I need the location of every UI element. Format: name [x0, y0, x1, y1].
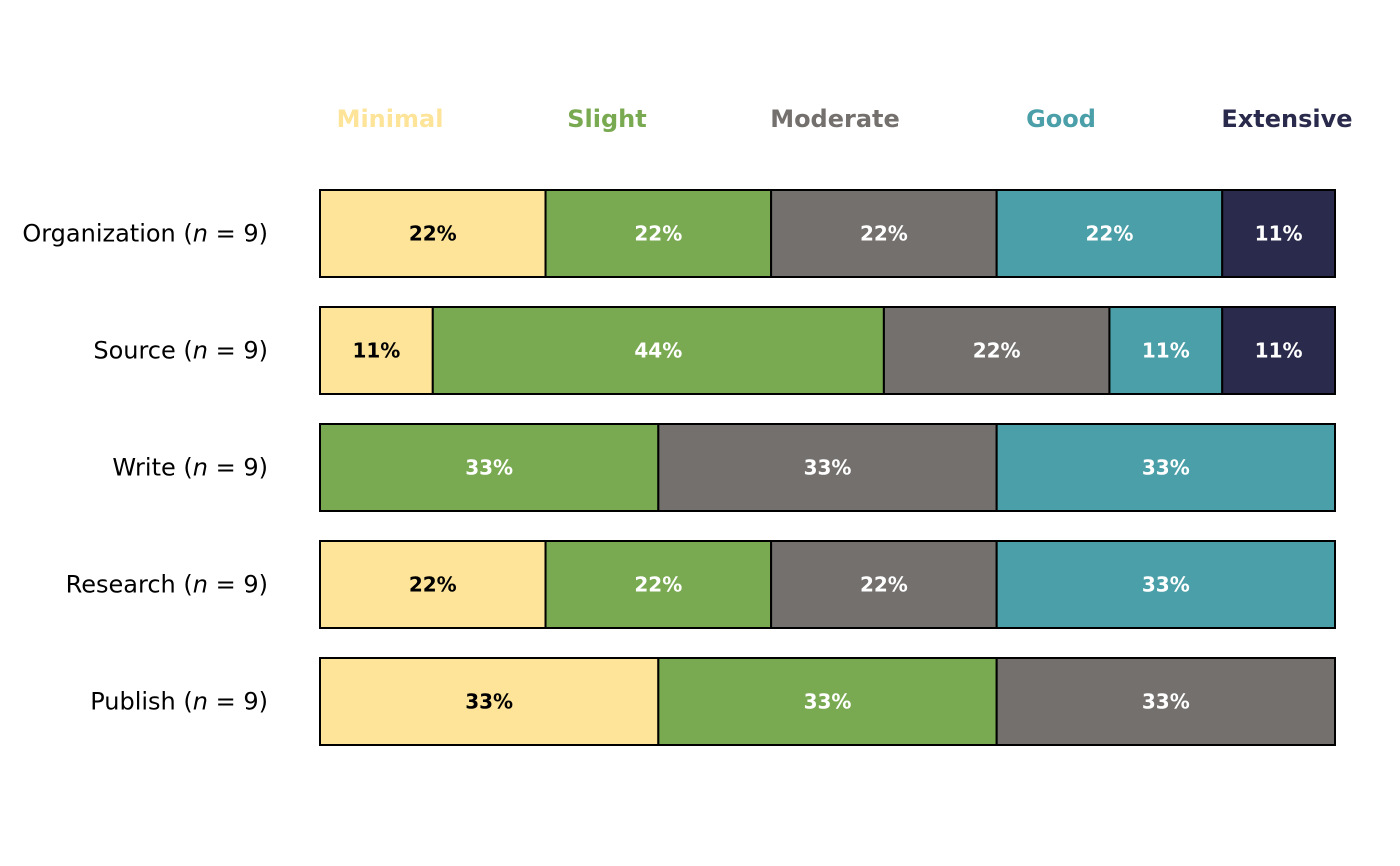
- row-label-n-suffix: = 9): [208, 337, 268, 365]
- row-label-space: [176, 688, 184, 716]
- row-label-n-var: n: [193, 454, 208, 482]
- row-label: Source (n = 9): [93, 337, 268, 365]
- data-label-good: 22%: [1086, 222, 1134, 246]
- row-label-n-var: n: [193, 337, 208, 365]
- bar-segment-moderate: [882, 306, 1111, 395]
- row-label: Write (n = 9): [112, 454, 268, 482]
- bar-segment-minimal: [319, 189, 547, 278]
- bar-segment-extensive: [1221, 306, 1336, 395]
- row-label-space: [176, 454, 184, 482]
- data-label-extensive: 11%: [1255, 339, 1303, 363]
- data-label-slight: 22%: [634, 222, 682, 246]
- data-label-slight: 44%: [634, 339, 682, 363]
- legend-item-minimal: Minimal: [337, 105, 444, 133]
- data-label-slight: 22%: [634, 573, 682, 597]
- data-label-moderate: 33%: [1142, 690, 1190, 714]
- row-label-n-suffix: = 9): [208, 688, 268, 716]
- bar-segment-minimal: [319, 306, 434, 395]
- row-label-n-var: n: [193, 220, 208, 248]
- data-label-good: 33%: [1142, 456, 1190, 480]
- bar-segment-good: [995, 540, 1337, 629]
- legend-item-good: Good: [1026, 105, 1096, 133]
- data-label-good: 33%: [1142, 573, 1190, 597]
- bar-row-publish: Publish (n = 9) 33% 33% 33%: [90, 657, 1337, 746]
- row-label: Organization (n = 9): [22, 220, 268, 248]
- bar-segment-moderate: [657, 423, 998, 512]
- data-label-moderate: 22%: [860, 222, 908, 246]
- row-label-name: Research: [66, 571, 176, 599]
- data-label-minimal: 22%: [409, 222, 457, 246]
- bar-segment-good: [995, 189, 1224, 278]
- data-label-extensive: 11%: [1255, 222, 1303, 246]
- bar-segment-minimal: [319, 540, 547, 629]
- data-label-slight: 33%: [804, 690, 852, 714]
- row-label-n-prefix: (: [183, 688, 192, 716]
- row-label-n-suffix: = 9): [208, 571, 268, 599]
- legend-item-slight: Slight: [567, 105, 646, 133]
- bar-segment-minimal: [319, 657, 660, 746]
- data-label-moderate: 22%: [860, 573, 908, 597]
- row-label-n-suffix: = 9): [208, 454, 268, 482]
- row-label-n-prefix: (: [183, 337, 192, 365]
- data-label-minimal: 11%: [352, 339, 400, 363]
- legend-item-extensive: Extensive: [1221, 105, 1352, 133]
- row-label-space: [176, 571, 184, 599]
- row-label-n-var: n: [193, 571, 208, 599]
- bar-segment-moderate: [995, 657, 1337, 746]
- legend: Minimal Slight Moderate Good Extensive: [337, 105, 1353, 133]
- row-label-space: [176, 220, 184, 248]
- data-label-minimal: 22%: [409, 573, 457, 597]
- data-label-minimal: 33%: [465, 690, 513, 714]
- row-label-n-suffix: = 9): [208, 220, 268, 248]
- bar-row-organization: Organization (n = 9) 22% 22% 22% 22% 11%: [22, 189, 1336, 278]
- row-label-n-var: n: [193, 688, 208, 716]
- row-label-n-prefix: (: [183, 454, 192, 482]
- bar-row-research: Research (n = 9) 22% 22% 22% 33%: [66, 540, 1337, 629]
- row-label-space: [176, 337, 184, 365]
- bar-segment-moderate: [770, 189, 998, 278]
- row-label-name: Write: [112, 454, 175, 482]
- data-label-good: 11%: [1142, 339, 1190, 363]
- row-label-n-prefix: (: [183, 571, 192, 599]
- bar-row-source: Source (n = 9) 11% 44% 22% 11% 11%: [93, 306, 1336, 395]
- row-label-name: Organization: [22, 220, 175, 248]
- chart-rows: Organization (n = 9) 22% 22% 22% 22% 11%Sourc…: [22, 189, 1337, 746]
- bar-segment-slight: [544, 189, 773, 278]
- bar-row-write: Write (n = 9) 33% 33% 33%: [112, 423, 1337, 512]
- bar-segment-good: [1108, 306, 1224, 395]
- bar-segment-slight: [657, 657, 998, 746]
- row-label-n-prefix: (: [183, 220, 192, 248]
- row-label-name: Source: [93, 337, 175, 365]
- data-label-moderate: 33%: [804, 456, 852, 480]
- bar-segment-extensive: [1221, 189, 1336, 278]
- bar-segment-good: [995, 423, 1337, 512]
- legend-item-moderate: Moderate: [770, 105, 900, 133]
- data-label-slight: 33%: [465, 456, 513, 480]
- bar-segment-moderate: [770, 540, 998, 629]
- data-label-moderate: 22%: [973, 339, 1021, 363]
- row-label-name: Publish: [90, 688, 176, 716]
- row-label: Research (n = 9): [66, 571, 268, 599]
- row-label: Publish (n = 9): [90, 688, 268, 716]
- bar-segment-slight: [431, 306, 885, 395]
